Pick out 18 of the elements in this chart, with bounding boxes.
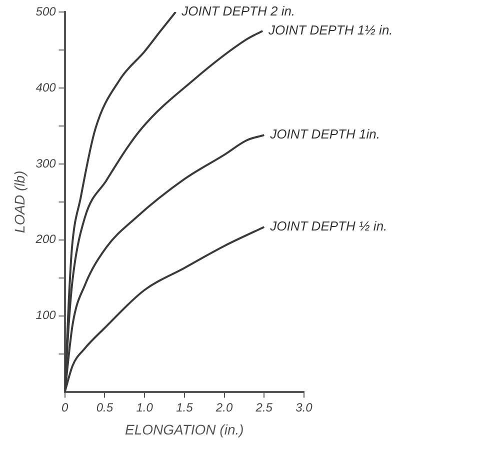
- series-label: JOINT DEPTH ½ in.: [269, 218, 388, 234]
- y-tick-label: 500: [36, 4, 56, 18]
- y-axis-title: LOAD (lb): [11, 170, 28, 234]
- series-label: JOINT DEPTH 1in.: [269, 126, 380, 142]
- x-tick-label: 3.0: [296, 400, 313, 414]
- x-tick-label: 1.0: [136, 400, 154, 414]
- y-tick-label: 100: [36, 308, 56, 322]
- series-label: JOINT DEPTH 1½ in.: [268, 22, 393, 38]
- x-axis-title: ELONGATION (in.): [125, 421, 244, 438]
- x-tick-label: 0.5: [96, 400, 114, 414]
- x-tick-label: 1.5: [176, 400, 194, 414]
- y-tick-label: 200: [34, 232, 56, 246]
- x-tick-label: 2.0: [214, 400, 233, 414]
- series-label: JOINT DEPTH 2 in.: [180, 4, 296, 19]
- x-tick-label: 0: [61, 400, 68, 414]
- x-tick-label: 2.5: [254, 400, 273, 414]
- y-tick-label: 400: [36, 80, 56, 94]
- y-tick-label: 300: [36, 156, 56, 170]
